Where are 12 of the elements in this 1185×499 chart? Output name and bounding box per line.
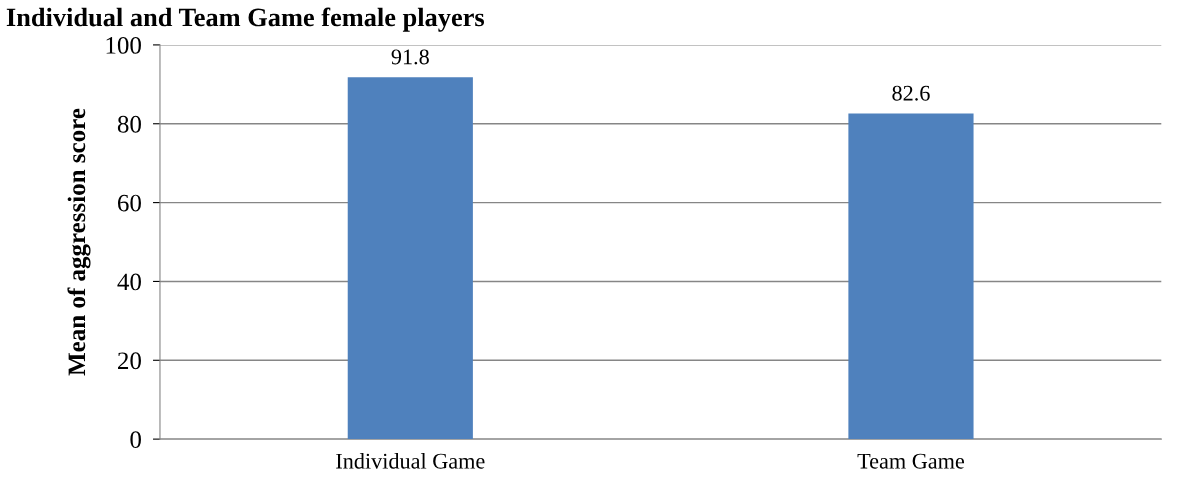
data-label: 91.8 [391, 49, 429, 65]
y-tick-label: 20 [118, 352, 141, 370]
y-tick-label: 80 [117, 115, 141, 133]
x-tick-label: Individual Game [336, 453, 485, 469]
y-tick-label: 60 [117, 194, 141, 212]
y-tick-label: 100 [106, 36, 141, 54]
y-axis-title: Mean of aggression score [67, 108, 91, 376]
y-tick-label: 40 [117, 273, 141, 291]
y-tick-label: 0 [130, 431, 141, 449]
data-label: 82.6 [892, 85, 930, 101]
x-tick-label: Team Game [857, 453, 965, 469]
chart-title: Individual and Team Game female players [6, 7, 485, 32]
